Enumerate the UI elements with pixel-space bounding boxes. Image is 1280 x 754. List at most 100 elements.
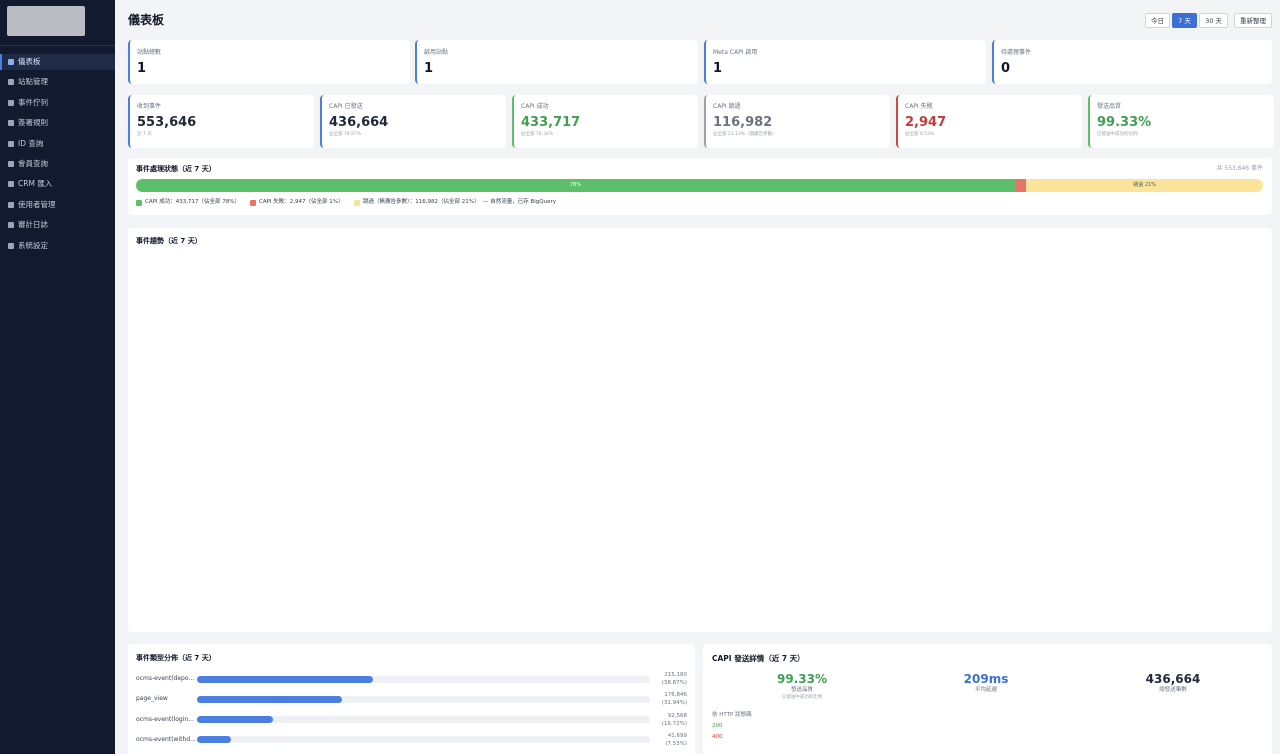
stat-card	[704, 95, 890, 148]
summary-label: 站點總數	[137, 49, 162, 56]
range-button[interactable]: 30 天	[1199, 13, 1228, 28]
sidebar	[0, 0, 115, 754]
trend-card	[128, 228, 1272, 632]
summary-card	[992, 40, 1272, 84]
stat-note: 佔全部 78.87%	[329, 132, 362, 137]
summary-value: 0	[1001, 61, 1011, 76]
status-segment	[1026, 179, 1263, 192]
status-heading: 依 HTTP 狀態碼	[712, 712, 752, 718]
status-segment-label: 78%	[569, 182, 582, 188]
nav-label: 使用者管理	[18, 199, 56, 209]
legend-swatch	[354, 200, 360, 206]
status-code: 200	[712, 723, 723, 729]
status-segment-label: 跳過 21%	[1133, 182, 1156, 188]
bar-track	[197, 716, 650, 724]
trend-title: 事件趨勢（近 7 天）	[136, 237, 202, 245]
category-label: ocms-event(login...	[136, 715, 194, 723]
nav-label: 簽署規則	[18, 118, 48, 128]
stat-value: 99.33%	[1097, 115, 1152, 130]
bar	[197, 716, 273, 724]
nav-label: 儀表板	[18, 57, 41, 66]
category-label: ocms-event(withd...	[136, 735, 196, 743]
capi-title: CAPI 發送詳情（近 7 天）	[712, 654, 805, 663]
stat-card	[128, 95, 314, 148]
nav-label: 站點管理	[18, 77, 48, 87]
stat-note: 佔全部 78.34%	[521, 132, 554, 137]
stat-label: 收到事件	[137, 103, 162, 110]
legend-label: 跳過（無廣告參數）：116,982（佔全部 21%）	[363, 199, 480, 205]
status-segment	[136, 179, 1016, 192]
status-segment	[1015, 179, 1027, 192]
value-label: 176,846 (31.94%)	[661, 692, 687, 707]
nav-icon	[8, 59, 14, 65]
nav-icon	[8, 181, 14, 188]
summary-card	[415, 40, 698, 84]
nav-icon	[8, 79, 14, 86]
status-title: 事件處理狀態（近 7 天）	[136, 165, 216, 173]
nav-label: ID 查詢	[18, 138, 44, 148]
value-label: 215,180 (38.87%)	[661, 672, 687, 686]
summary-label: 待處理事件	[1001, 49, 1032, 56]
bar	[197, 736, 232, 744]
summary-value: 1	[137, 61, 147, 76]
legend-label: CAPI 成功：433,717（佔全部 78%）	[145, 199, 241, 205]
stat-label: CAPI 已發送	[329, 103, 363, 110]
nav-item[interactable]	[0, 54, 115, 70]
nav-icon	[8, 242, 14, 249]
types-title: 事件類型分佈（近 7 天）	[136, 654, 216, 662]
nav-label: CRM 匯入	[18, 179, 53, 189]
summary-label: Meta CAPI 啟用	[713, 49, 758, 56]
metric-value: 99.33%	[777, 672, 827, 686]
category-label: page_view	[136, 695, 168, 703]
bar	[197, 675, 374, 683]
metric-label: 平均延遲	[974, 687, 997, 693]
metric-value: 209ms	[963, 672, 1009, 686]
stat-label: CAPI 跳過	[713, 103, 741, 110]
metric-note: 已發送中成功的比例	[781, 695, 823, 700]
category-label: ocms-event(depo...	[136, 675, 195, 682]
stat-label: CAPI 成功	[521, 103, 549, 110]
nav-label: 審計日誌	[18, 220, 48, 230]
status-code: 400	[712, 734, 723, 740]
legend-swatch	[136, 200, 142, 206]
summary-card	[704, 40, 986, 84]
nav-icon	[8, 161, 14, 167]
nav-label: 會員查詢	[18, 159, 48, 168]
nav-label: 系統設定	[18, 240, 48, 250]
stat-card	[320, 95, 506, 148]
nav-label: 事件佇列	[18, 97, 48, 107]
range-button[interactable]: 今日	[1145, 13, 1170, 28]
stat-label: 發送品質	[1097, 103, 1122, 110]
range-button[interactable]: 7 天	[1172, 13, 1197, 28]
status-note: — 自然流量，已存 BigQuery	[483, 199, 557, 205]
capi-card	[703, 644, 1272, 754]
stat-value: 433,717	[521, 115, 581, 130]
metric-label: 總發送筆數	[1159, 687, 1187, 693]
refresh-button[interactable]: 重新整理	[1234, 13, 1272, 28]
stat-card	[1088, 95, 1274, 148]
stat-card	[512, 95, 698, 148]
bar-track	[197, 675, 650, 683]
stat-note: 佔全部 21.13%（無廣告參數）	[713, 132, 777, 137]
stat-value: 2,947	[905, 115, 947, 130]
summary-label: 啟用站點	[424, 49, 449, 56]
summary-value: 1	[424, 61, 434, 76]
bar	[197, 695, 342, 703]
value-label: 92,568 (16.72%)	[661, 712, 687, 727]
stat-value: 116,982	[713, 115, 773, 130]
stat-note: 已發送中成功的比例	[1097, 132, 1138, 137]
metric-value: 436,664	[1145, 672, 1201, 686]
stat-note: 近 7 天	[137, 132, 152, 137]
nav-icon	[8, 99, 14, 106]
sidebar-divider	[0, 45, 115, 46]
metric-label: 發送品質	[790, 687, 813, 693]
stat-card	[896, 95, 1082, 148]
nav-icon	[8, 120, 14, 127]
legend-swatch	[250, 200, 256, 206]
nav-icon	[8, 222, 14, 229]
bar-track	[197, 736, 650, 744]
stat-label: CAPI 失敗	[905, 103, 933, 110]
legend-label: CAPI 失敗：2,947（佔全部 1%）	[259, 199, 344, 205]
value-label: 41,699 (7.53%)	[665, 732, 687, 747]
